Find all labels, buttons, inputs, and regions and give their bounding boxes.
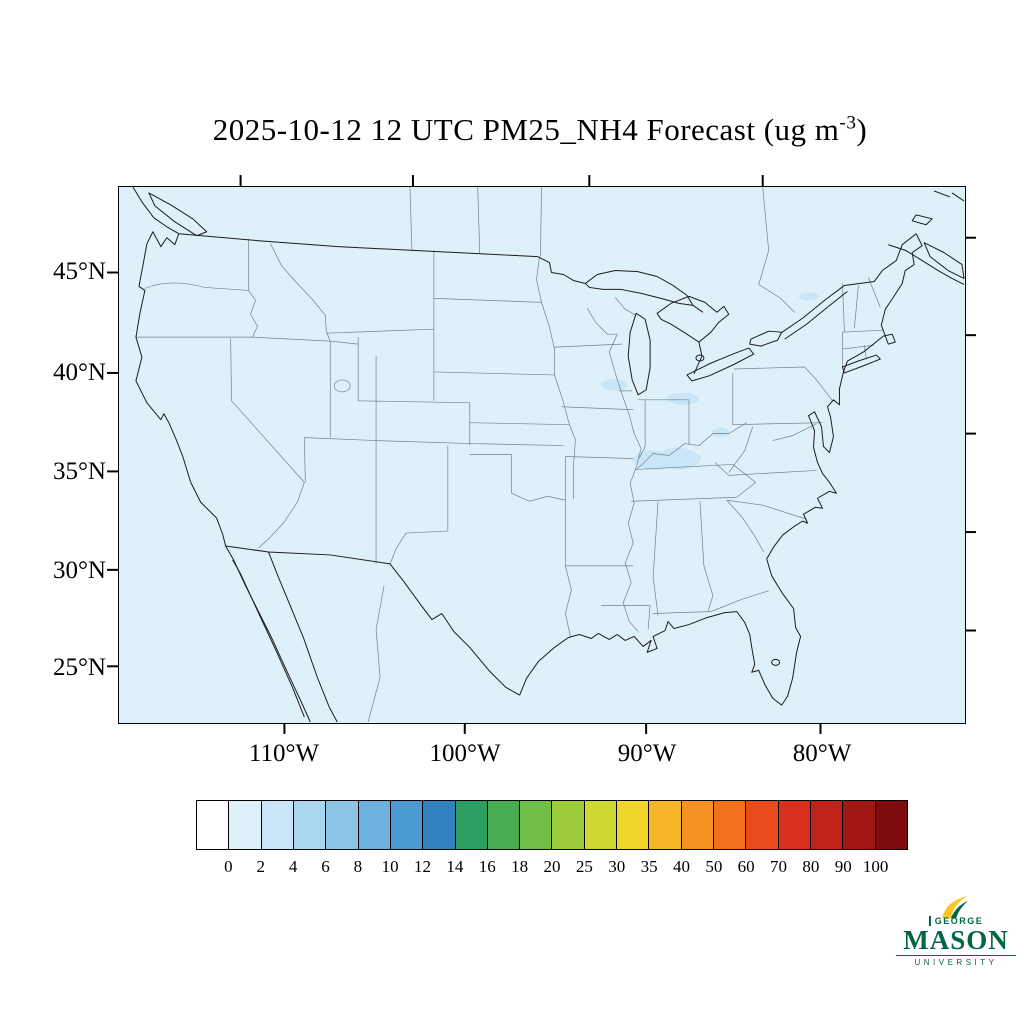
gmu-leaf-icon	[942, 895, 969, 919]
colorbar-cell	[520, 801, 553, 849]
colorbar-tick-label: 80	[802, 857, 820, 876]
colorbar-cell	[293, 801, 327, 849]
colorbar-cell	[810, 801, 844, 849]
gmu-george-text: GEORGE	[934, 916, 984, 926]
gmu-mason-text: MASON	[903, 925, 1009, 955]
forecast-map-svg	[107, 175, 976, 734]
colorbar-tick-label: 30	[608, 857, 626, 876]
title-exponent: -3	[839, 112, 857, 134]
colorbar-cell	[843, 801, 876, 849]
colorbar-tick-label: 60	[737, 857, 755, 876]
colorbar-tick-label: 70	[770, 857, 788, 876]
map-frame	[107, 175, 976, 734]
colorbar-tick-label: 14	[446, 857, 464, 876]
lon-label-90w: 90°W	[617, 740, 677, 767]
lat-label-30n: 30°N	[52, 557, 106, 584]
lon-label-80w: 80°W	[792, 740, 852, 767]
colorbar-cell	[487, 801, 521, 849]
colorbar-tick-label: 25	[575, 857, 593, 876]
colorbar-cell	[778, 801, 811, 849]
colorbar-cell	[649, 801, 682, 849]
colorbar-tick-label: 90	[834, 857, 852, 876]
lon-label-110w: 110°W	[248, 740, 320, 767]
colorbar-labels: 0 2 4 6 8 10 12 14 16 18 20 25 30 35 40 50 60 70 80 90 100	[196, 857, 908, 881]
colorbar-tick-label: 40	[672, 857, 690, 876]
colorbar-cell	[229, 801, 262, 849]
pm-concentration-patches	[601, 292, 819, 471]
colorbar-tick-label: 12	[414, 857, 432, 876]
lat-label-35n: 35°N	[52, 458, 106, 485]
colorbar-cell	[326, 801, 359, 849]
colorbar-tick-label: 4	[288, 857, 298, 876]
state-borders	[135, 186, 883, 723]
colorbar-tick-label: 18	[511, 857, 529, 876]
colorbar-tick-label: 6	[321, 857, 330, 876]
colorbar-tick-label: 35	[640, 857, 658, 876]
coastlines	[132, 186, 965, 723]
colorbar-cell	[455, 801, 488, 849]
colorbar-tick-label: 10	[381, 857, 399, 876]
colorbar-cell	[584, 801, 618, 849]
colorbar-cell	[714, 801, 747, 849]
title-text: 2025-10-12 12 UTC PM25_NH4 Forecast (ug …	[212, 112, 840, 147]
page-title: 2025-10-12 12 UTC PM25_NH4 Forecast (ug …	[90, 112, 990, 148]
gmu-george-row: GEORGE	[896, 916, 1016, 926]
colorbar-cell	[681, 801, 714, 849]
colorbar-cell	[390, 801, 424, 849]
lat-label-45n: 45°N	[52, 258, 106, 285]
colorbar	[196, 800, 908, 850]
colorbar-tick-label: 2	[256, 857, 265, 876]
title-close: )	[856, 112, 868, 147]
colorbar-tick-label: 0	[224, 857, 233, 876]
colorbar-cell	[423, 801, 456, 849]
colorbar-cell	[197, 801, 230, 849]
colorbar-cell	[875, 801, 907, 849]
colorbar-tick-label: 20	[543, 857, 561, 876]
colorbar-tick-label: 8	[353, 857, 363, 876]
colorbar-cell	[552, 801, 585, 849]
lat-label-25n: 25°N	[52, 654, 106, 681]
colorbar-cell	[746, 801, 779, 849]
colorbar-cell	[617, 801, 650, 849]
gmu-logo: GEORGE MASON UNIVERSITY	[896, 894, 1016, 967]
colorbar-cell	[261, 801, 294, 849]
axis-ticks	[107, 175, 976, 734]
colorbar-tick-label: 16	[478, 857, 496, 876]
lat-label-40n: 40°N	[52, 359, 106, 386]
lon-label-100w: 100°W	[429, 740, 501, 767]
colorbar-cell	[358, 801, 391, 849]
gmu-logo-bar	[928, 916, 931, 926]
gmu-university-text: UNIVERSITY	[896, 955, 1016, 967]
colorbar-tick-label: 50	[705, 857, 723, 876]
colorbar-tick-label: 100	[862, 857, 889, 876]
